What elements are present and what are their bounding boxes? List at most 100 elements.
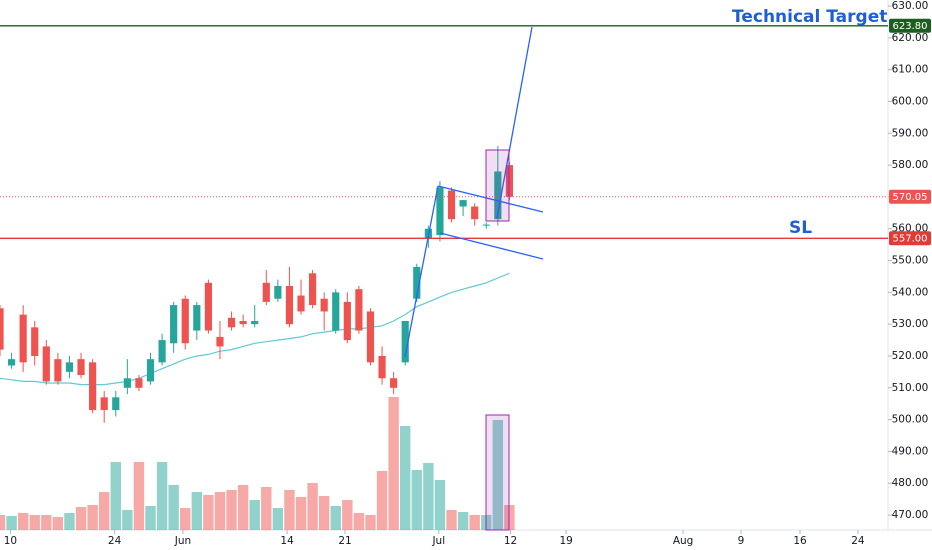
y-tick-label: 540.00: [892, 286, 929, 298]
volume-bar: [249, 500, 260, 530]
volume-bar: [87, 505, 98, 530]
candle-body: [135, 378, 143, 388]
highlight-candle: [485, 149, 510, 222]
target-projection: [496, 26, 533, 219]
price-label-box: [889, 231, 931, 246]
candle-body: [158, 340, 166, 363]
candle-body: [100, 397, 108, 411]
volume-bar: [17, 513, 29, 530]
volume-bar: [226, 490, 237, 530]
volume-bar: [145, 506, 156, 530]
x-tick-label: Jul: [431, 535, 445, 547]
x-tick-label: 21: [338, 535, 351, 547]
candle-body: [19, 314, 27, 363]
annotation-target: Technical Target: [732, 7, 887, 27]
candle-body: [204, 282, 212, 331]
x-tick-label: 10: [4, 535, 17, 547]
candle-body: [112, 397, 120, 411]
candle-body: [332, 292, 340, 331]
volume-bar: [365, 515, 376, 530]
volume-bar: [52, 517, 64, 530]
candle-body: [320, 298, 328, 312]
y-tick-label: 490.00: [892, 445, 929, 457]
volume-bar: [110, 462, 121, 530]
candle-body: [146, 359, 155, 382]
candle-body: [343, 301, 351, 341]
y-tick-label: 480.00: [892, 477, 929, 489]
flag-lower: [439, 232, 544, 260]
price-label: 557.00: [893, 233, 928, 244]
price-label-box: [889, 189, 931, 204]
candle-body: [31, 327, 39, 356]
y-tick-label: 470.00: [892, 509, 929, 521]
volume-bar: [261, 487, 272, 530]
price-label: 623.80: [893, 21, 928, 32]
candle-body: [378, 355, 386, 379]
candle-body: [413, 266, 421, 299]
candle-body: [0, 308, 4, 350]
volume-bar: [214, 492, 226, 530]
volume-bar: [133, 462, 145, 530]
volume-bar: [388, 397, 399, 530]
volume-bar: [29, 515, 40, 530]
volume-bar: [237, 485, 249, 530]
y-tick-label: 630.00: [892, 0, 929, 12]
volume-bar: [41, 515, 52, 530]
candle-body: [65, 362, 74, 372]
y-tick-label: 580.00: [892, 159, 929, 171]
candle-body: [193, 305, 201, 331]
flag-pole: [404, 185, 439, 358]
x-tick-label: 9: [738, 535, 745, 547]
y-tick-label: 530.00: [892, 318, 929, 330]
candle-body: [42, 346, 50, 382]
volume-bar: [411, 470, 423, 530]
volume-bar: [180, 508, 191, 530]
x-tick-label: Jun: [174, 535, 191, 547]
volume-bar: [307, 483, 318, 530]
y-tick-label: 520.00: [892, 350, 929, 362]
y-tick-label: 550.00: [892, 255, 929, 267]
y-tick-label: 510.00: [892, 382, 929, 394]
y-tick-label: 600.00: [892, 95, 929, 107]
candle-body: [471, 206, 479, 220]
candle-body: [251, 320, 259, 325]
candle-body: [482, 224, 490, 226]
volume-bar: [446, 510, 457, 530]
candle-body: [366, 311, 375, 363]
candle-body: [239, 320, 247, 325]
candle-body: [401, 320, 409, 363]
x-tick-label: 19: [559, 535, 572, 547]
x-tick-label: 16: [793, 535, 807, 547]
y-tick-label: 590.00: [892, 127, 929, 139]
candle-body: [459, 200, 467, 207]
volume-bar: [122, 510, 133, 530]
candle-body: [54, 359, 62, 382]
volume-bar: [342, 500, 353, 530]
volume-bar: [156, 462, 168, 530]
candle-body: [77, 359, 85, 376]
candle-body: [494, 171, 502, 220]
candle-body: [436, 187, 444, 236]
y-tick-label: 500.00: [892, 414, 929, 426]
volume-bar: [191, 492, 203, 530]
volume-bar: [330, 506, 341, 530]
candle-body: [309, 273, 317, 306]
x-tick-label: 24: [851, 535, 865, 547]
price-label-box: [889, 18, 931, 33]
candle-body: [7, 359, 16, 366]
x-tick-label: 14: [280, 535, 294, 547]
candle-body: [297, 295, 305, 312]
candle-body: [262, 282, 270, 302]
volume-bar: [457, 512, 469, 530]
y-tick-label: 620.00: [892, 32, 929, 44]
annotation-sl: SL: [789, 218, 812, 238]
candle-body: [89, 362, 97, 411]
volume-bar: [295, 497, 307, 530]
volume-bar: [318, 496, 330, 530]
volume-bar: [376, 471, 388, 530]
candle-body: [355, 289, 363, 331]
volume-bar: [0, 515, 6, 530]
candle-body: [170, 305, 178, 344]
